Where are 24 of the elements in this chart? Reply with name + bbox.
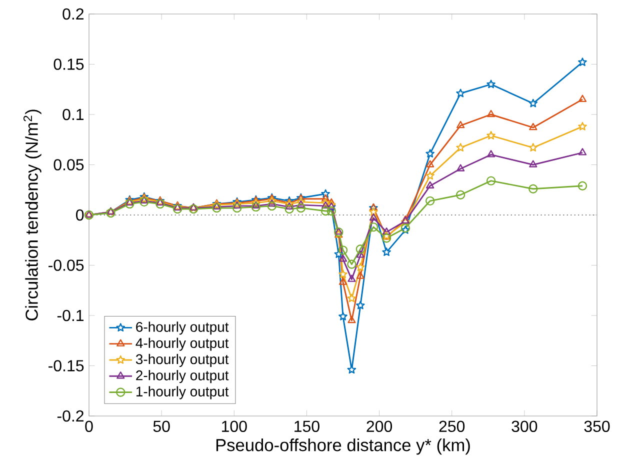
legend-label: 4-hourly output (136, 338, 229, 351)
x-tick-label: 100 (222, 420, 247, 432)
y-tick-label: 0.1 (62, 108, 84, 120)
x-tick-label: 350 (584, 420, 610, 432)
x-tick-label: 200 (366, 420, 392, 432)
y-axis-title: Circulation tendency (N/m$^{2}$) (23, 110, 42, 320)
x-tick-label: 150 (294, 420, 320, 432)
x-tick-label: 300 (512, 420, 538, 432)
legend-label: 2-hourly output (136, 370, 229, 384)
y-tick-label: -0.2 (57, 410, 84, 422)
y-tick-label: -0.1 (57, 310, 84, 322)
y-tick-label: -0.15 (48, 360, 84, 372)
y-tick-label: 0.05 (54, 159, 84, 170)
x-tick-label: 50 (153, 420, 170, 432)
legend-label: 6-hourly output (136, 322, 229, 335)
y-tick-label: 0.2 (62, 8, 84, 20)
x-axis-title: Pseudo-offshore distance y* (km) (216, 438, 470, 455)
y-tick-label: 0.15 (54, 58, 84, 70)
y-tick-label: -0.05 (48, 260, 84, 271)
y-tick-label: 0 (76, 209, 84, 221)
legend-label: 1-hourly output (136, 386, 229, 400)
legend-label: 3-hourly output (136, 354, 229, 367)
x-tick-label: 250 (439, 420, 465, 432)
x-tick-label: 0 (85, 420, 93, 432)
